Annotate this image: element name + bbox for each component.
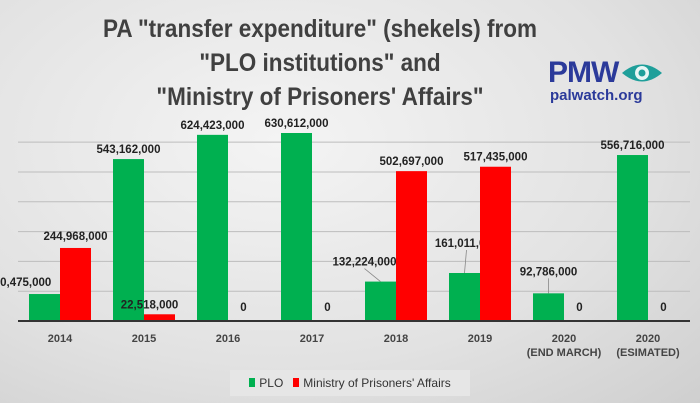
- bar-plo: [617, 155, 648, 321]
- x-tick-label: 2018: [384, 333, 408, 345]
- bar-plo: [365, 281, 396, 321]
- x-tick-label: (END MARCH): [527, 347, 602, 359]
- data-label: 543,162,000: [97, 144, 161, 156]
- data-label: 0: [324, 302, 330, 314]
- bar-plo: [29, 294, 60, 321]
- bar-plo: [533, 293, 564, 321]
- data-label: 0: [240, 302, 246, 314]
- x-tick-label: 2020: [552, 333, 576, 345]
- chart-title: PA "transfer expenditure" (shekels) from…: [86, 12, 554, 114]
- bar-ministry: [396, 171, 427, 321]
- logo-site: palwatch.org: [550, 87, 643, 104]
- data-label: 22,518,000: [121, 299, 179, 311]
- legend: PLO Ministry of Prisoners' Affairs: [230, 370, 470, 396]
- title-line: "Ministry of Prisoners' Affairs": [156, 83, 484, 111]
- data-label: 90,475,000: [0, 277, 51, 289]
- x-tick-label: 2014: [48, 333, 73, 345]
- pmw-logo: PMW palwatch.org: [548, 58, 664, 103]
- x-tick-label: 2015: [132, 333, 156, 345]
- bar-ministry: [144, 314, 175, 321]
- data-label: 0: [660, 302, 666, 314]
- bar-ministry: [60, 247, 91, 321]
- legend-item-plo: PLO: [249, 376, 283, 390]
- data-label: 556,716,000: [601, 140, 665, 152]
- logo-text: PMW: [548, 56, 619, 89]
- x-tick-label: 2017: [300, 333, 324, 345]
- bar-plo: [197, 134, 228, 321]
- data-label: 502,697,000: [380, 156, 444, 168]
- data-label: 624,423,000: [181, 120, 245, 132]
- x-tick-label: 2016: [216, 333, 240, 345]
- legend-item-ministry: Ministry of Prisoners' Affairs: [293, 376, 451, 390]
- data-label: 92,786,000: [520, 266, 578, 278]
- title-line: "PLO institutions" and: [199, 49, 441, 77]
- x-tick-label: (ESIMATED): [616, 347, 680, 359]
- bar-plo: [113, 159, 144, 321]
- eye-icon: [622, 64, 663, 82]
- bar-plo: [449, 272, 480, 321]
- x-tick-label: 2020: [636, 333, 660, 345]
- legend-label: PLO: [259, 376, 284, 390]
- legend-swatch: [293, 378, 300, 387]
- data-label: 244,968,000: [44, 231, 108, 243]
- legend-swatch: [249, 378, 256, 387]
- legend-label: Ministry of Prisoners' Affairs: [303, 376, 451, 390]
- bar-plo: [281, 133, 312, 321]
- data-label: 630,612,000: [265, 118, 329, 130]
- data-label: 0: [576, 302, 582, 314]
- x-tick-label: 2019: [468, 333, 492, 345]
- title-line: PA "transfer expenditure" (shekels) from: [103, 15, 537, 43]
- data-label: 517,435,000: [464, 152, 528, 164]
- leader-line: [364, 268, 381, 282]
- bar-ministry: [480, 166, 511, 321]
- leader-line: [464, 249, 467, 274]
- data-label: 132,224,000: [333, 257, 397, 269]
